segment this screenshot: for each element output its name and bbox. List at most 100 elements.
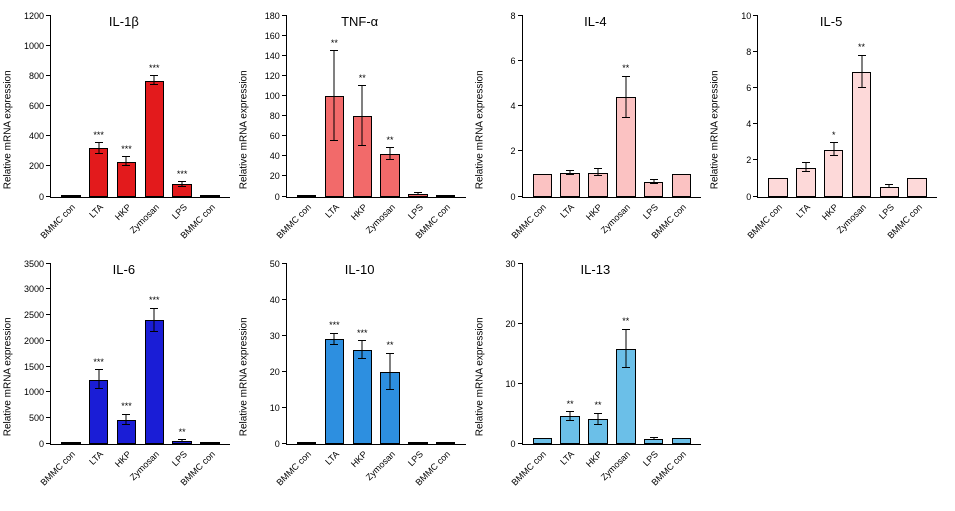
y-tick-label: 8 xyxy=(746,47,751,57)
bar xyxy=(672,174,691,197)
error-cap xyxy=(802,162,810,163)
x-label-text: HKP xyxy=(349,449,369,469)
y-tick-label: 6 xyxy=(510,56,515,66)
empty-cell xyxy=(717,258,945,502)
error-cap xyxy=(566,420,574,421)
bar xyxy=(533,438,552,444)
bars-container: *********** xyxy=(51,264,230,445)
bar xyxy=(824,150,843,197)
bar xyxy=(61,195,80,197)
x-label: LTA xyxy=(320,447,348,501)
bar-slot xyxy=(432,264,460,445)
bar-slot xyxy=(196,264,224,445)
error-cap xyxy=(622,117,630,118)
bar-slot: ** xyxy=(612,16,640,197)
error-cap xyxy=(414,192,422,193)
bar-slot: ** xyxy=(376,16,404,197)
error-cap xyxy=(650,183,658,184)
x-label: BMMC con xyxy=(667,200,695,254)
significance-marker: *** xyxy=(329,320,340,330)
error-cap xyxy=(358,145,366,146)
bar xyxy=(672,438,691,444)
significance-marker: ** xyxy=(622,316,629,326)
y-tick-label: 140 xyxy=(265,51,280,61)
significance-marker: ** xyxy=(387,135,394,145)
error-cap xyxy=(178,441,186,442)
error-cap xyxy=(594,424,602,425)
error-cap xyxy=(330,333,338,334)
error-bar xyxy=(98,370,99,389)
x-label: BMMC con xyxy=(292,200,320,254)
bar-slot: ** xyxy=(556,264,584,445)
y-tick-label: 2500 xyxy=(24,310,44,320)
bar-slot xyxy=(529,264,557,445)
bar xyxy=(408,442,427,444)
error-cap xyxy=(386,147,394,148)
bar-slot xyxy=(57,264,85,445)
significance-marker: ** xyxy=(179,427,186,437)
x-label: Zymosan xyxy=(376,200,404,254)
bar-slot: *** xyxy=(140,264,168,445)
x-label-text: BMMC con xyxy=(38,449,77,488)
x-label: Zymosan xyxy=(140,200,168,254)
x-label-text: BMMC con xyxy=(274,449,313,488)
error-cap xyxy=(95,388,103,389)
error-cap xyxy=(414,194,422,195)
error-cap xyxy=(386,353,394,354)
error-cap xyxy=(150,84,158,85)
y-tick-label: 10 xyxy=(270,403,280,413)
y-tick-label: 10 xyxy=(741,11,751,21)
y-tick-label: 4 xyxy=(746,119,751,129)
bar xyxy=(353,350,372,444)
significance-marker: *** xyxy=(357,328,368,338)
significance-marker: *** xyxy=(93,130,104,140)
error-cap xyxy=(594,168,602,169)
x-label: Zymosan xyxy=(847,200,875,254)
x-label-text: LTA xyxy=(87,449,105,467)
x-label: BMMC con xyxy=(292,447,320,501)
x-label-text: HKP xyxy=(584,202,604,222)
error-cap xyxy=(150,308,158,309)
y-tick-label: 0 xyxy=(39,192,44,202)
chart-panel-tnfa: Relative mRNA expressionTNF-α02040608010… xyxy=(246,10,474,254)
bar xyxy=(297,442,316,444)
error-cap xyxy=(650,437,658,438)
bar xyxy=(436,442,455,444)
bars-container: *** xyxy=(758,16,937,197)
error-bar xyxy=(625,77,626,118)
bar xyxy=(380,154,399,196)
bar-slot: * xyxy=(820,16,848,197)
bar xyxy=(145,81,164,197)
error-cap xyxy=(150,75,158,76)
x-label-text: LTA xyxy=(323,449,341,467)
y-tick-label: 40 xyxy=(270,295,280,305)
bar-slot: ** xyxy=(612,264,640,445)
error-cap xyxy=(122,424,130,425)
bar-slot xyxy=(764,16,792,197)
x-label: BMMC con xyxy=(196,200,224,254)
error-cap xyxy=(594,175,602,176)
y-axis-label: Relative mRNA expression xyxy=(474,318,485,437)
bar-slot xyxy=(875,16,903,197)
error-cap xyxy=(386,159,394,160)
chart-panel-il4: Relative mRNA expressionIL-402468**BMMC … xyxy=(482,10,710,254)
y-tick-label: 60 xyxy=(270,131,280,141)
x-label: BMMC con xyxy=(667,447,695,501)
y-tick-label: 20 xyxy=(270,367,280,377)
bar xyxy=(117,162,136,197)
error-cap xyxy=(330,140,338,141)
y-tick-label: 0 xyxy=(510,192,515,202)
error-cap xyxy=(358,340,366,341)
y-tick-label: 200 xyxy=(29,161,44,171)
significance-marker: *** xyxy=(121,144,132,154)
bar-slot: *** xyxy=(85,264,113,445)
y-tick-label: 2000 xyxy=(24,336,44,346)
y-tick-label: 180 xyxy=(265,11,280,21)
y-axis-label: Relative mRNA expression xyxy=(3,70,14,189)
y-tick-label: 400 xyxy=(29,131,44,141)
bar-slot xyxy=(57,16,85,197)
error-cap xyxy=(802,171,810,172)
x-label-text: LPS xyxy=(405,202,424,221)
significance-marker: *** xyxy=(149,295,160,305)
bar xyxy=(89,148,108,196)
